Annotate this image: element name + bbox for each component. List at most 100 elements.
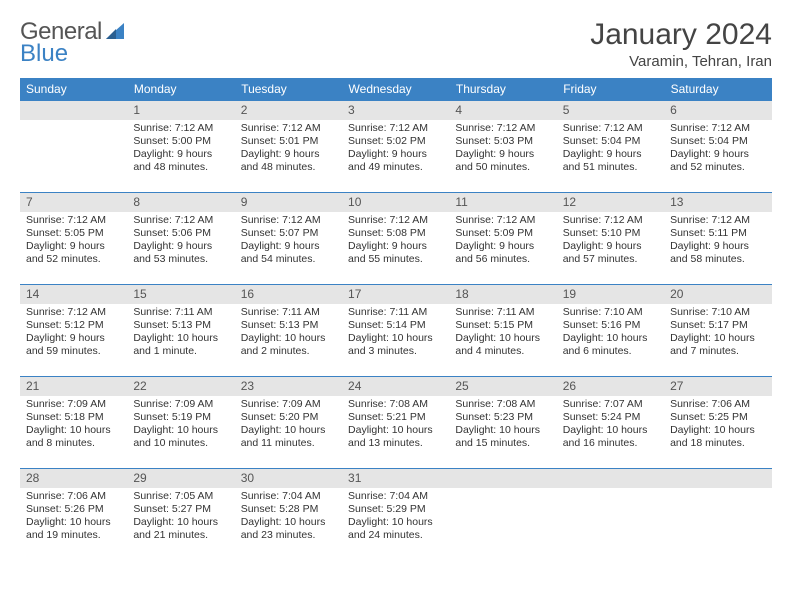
calendar-cell: 25Sunrise: 7:08 AMSunset: 5:23 PMDayligh… (449, 377, 556, 469)
day-number: 21 (20, 377, 127, 396)
sunset-line: Sunset: 5:28 PM (241, 503, 336, 516)
sunset-line: Sunset: 5:27 PM (133, 503, 228, 516)
day-details: Sunrise: 7:12 AMSunset: 5:05 PMDaylight:… (20, 212, 127, 271)
day-number: 16 (235, 285, 342, 304)
calendar-cell: 16Sunrise: 7:11 AMSunset: 5:13 PMDayligh… (235, 285, 342, 377)
weekday-header: Friday (557, 78, 664, 101)
calendar-cell: 31Sunrise: 7:04 AMSunset: 5:29 PMDayligh… (342, 469, 449, 561)
sunset-line: Sunset: 5:02 PM (348, 135, 443, 148)
day-number: 18 (449, 285, 556, 304)
day-details: Sunrise: 7:04 AMSunset: 5:29 PMDaylight:… (342, 488, 449, 547)
daylight-line: Daylight: 10 hours and 24 minutes. (348, 516, 443, 542)
weekday-header: Tuesday (235, 78, 342, 101)
sunset-line: Sunset: 5:21 PM (348, 411, 443, 424)
daylight-line: Daylight: 9 hours and 52 minutes. (26, 240, 121, 266)
daylight-line: Daylight: 10 hours and 6 minutes. (563, 332, 658, 358)
weekday-header: Monday (127, 78, 234, 101)
day-details: Sunrise: 7:11 AMSunset: 5:14 PMDaylight:… (342, 304, 449, 363)
sunset-line: Sunset: 5:19 PM (133, 411, 228, 424)
day-number-empty (557, 469, 664, 488)
sunset-line: Sunset: 5:07 PM (241, 227, 336, 240)
daylight-line: Daylight: 9 hours and 48 minutes. (241, 148, 336, 174)
sunrise-line: Sunrise: 7:12 AM (241, 122, 336, 135)
daylight-line: Daylight: 9 hours and 54 minutes. (241, 240, 336, 266)
day-number-empty (664, 469, 771, 488)
daylight-line: Daylight: 9 hours and 50 minutes. (455, 148, 550, 174)
calendar-cell: 4Sunrise: 7:12 AMSunset: 5:03 PMDaylight… (449, 101, 556, 193)
daylight-line: Daylight: 9 hours and 58 minutes. (670, 240, 765, 266)
calendar-cell: 15Sunrise: 7:11 AMSunset: 5:13 PMDayligh… (127, 285, 234, 377)
day-number: 8 (127, 193, 234, 212)
day-number: 26 (557, 377, 664, 396)
sunset-line: Sunset: 5:05 PM (26, 227, 121, 240)
weekday-header-row: SundayMondayTuesdayWednesdayThursdayFrid… (20, 78, 772, 101)
day-details: Sunrise: 7:10 AMSunset: 5:17 PMDaylight:… (664, 304, 771, 363)
sunrise-line: Sunrise: 7:06 AM (670, 398, 765, 411)
daylight-line: Daylight: 9 hours and 56 minutes. (455, 240, 550, 266)
sunset-line: Sunset: 5:10 PM (563, 227, 658, 240)
sunset-line: Sunset: 5:15 PM (455, 319, 550, 332)
day-number: 13 (664, 193, 771, 212)
sunset-line: Sunset: 5:03 PM (455, 135, 550, 148)
calendar-cell: 27Sunrise: 7:06 AMSunset: 5:25 PMDayligh… (664, 377, 771, 469)
sunset-line: Sunset: 5:04 PM (670, 135, 765, 148)
day-details: Sunrise: 7:12 AMSunset: 5:12 PMDaylight:… (20, 304, 127, 363)
weekday-header: Thursday (449, 78, 556, 101)
weekday-header: Saturday (664, 78, 771, 101)
brand-part2: Blue (20, 40, 68, 68)
calendar-cell: 5Sunrise: 7:12 AMSunset: 5:04 PMDaylight… (557, 101, 664, 193)
sunrise-line: Sunrise: 7:12 AM (670, 214, 765, 227)
day-details: Sunrise: 7:12 AMSunset: 5:02 PMDaylight:… (342, 120, 449, 179)
sunrise-line: Sunrise: 7:12 AM (670, 122, 765, 135)
daylight-line: Daylight: 9 hours and 48 minutes. (133, 148, 228, 174)
day-details: Sunrise: 7:12 AMSunset: 5:04 PMDaylight:… (664, 120, 771, 179)
calendar-cell: 21Sunrise: 7:09 AMSunset: 5:18 PMDayligh… (20, 377, 127, 469)
sunrise-line: Sunrise: 7:11 AM (241, 306, 336, 319)
calendar-cell (557, 469, 664, 561)
sunrise-line: Sunrise: 7:12 AM (133, 214, 228, 227)
sunrise-line: Sunrise: 7:04 AM (348, 490, 443, 503)
day-details: Sunrise: 7:09 AMSunset: 5:18 PMDaylight:… (20, 396, 127, 455)
sunrise-line: Sunrise: 7:11 AM (348, 306, 443, 319)
daylight-line: Daylight: 10 hours and 2 minutes. (241, 332, 336, 358)
calendar-cell: 29Sunrise: 7:05 AMSunset: 5:27 PMDayligh… (127, 469, 234, 561)
weekday-header: Sunday (20, 78, 127, 101)
brand-sail-icon (104, 21, 126, 41)
calendar-cell: 2Sunrise: 7:12 AMSunset: 5:01 PMDaylight… (235, 101, 342, 193)
sunrise-line: Sunrise: 7:12 AM (563, 122, 658, 135)
daylight-line: Daylight: 10 hours and 23 minutes. (241, 516, 336, 542)
daylight-line: Daylight: 10 hours and 1 minute. (133, 332, 228, 358)
calendar-cell: 28Sunrise: 7:06 AMSunset: 5:26 PMDayligh… (20, 469, 127, 561)
sunrise-line: Sunrise: 7:08 AM (455, 398, 550, 411)
calendar-row: 14Sunrise: 7:12 AMSunset: 5:12 PMDayligh… (20, 285, 772, 377)
daylight-line: Daylight: 9 hours and 55 minutes. (348, 240, 443, 266)
sunrise-line: Sunrise: 7:12 AM (241, 214, 336, 227)
day-details: Sunrise: 7:06 AMSunset: 5:25 PMDaylight:… (664, 396, 771, 455)
day-number: 5 (557, 101, 664, 120)
day-number: 4 (449, 101, 556, 120)
daylight-line: Daylight: 10 hours and 15 minutes. (455, 424, 550, 450)
sunrise-line: Sunrise: 7:10 AM (563, 306, 658, 319)
day-number: 22 (127, 377, 234, 396)
daylight-line: Daylight: 10 hours and 21 minutes. (133, 516, 228, 542)
calendar-cell: 12Sunrise: 7:12 AMSunset: 5:10 PMDayligh… (557, 193, 664, 285)
day-number: 7 (20, 193, 127, 212)
daylight-line: Daylight: 10 hours and 4 minutes. (455, 332, 550, 358)
calendar-cell: 22Sunrise: 7:09 AMSunset: 5:19 PMDayligh… (127, 377, 234, 469)
day-number: 12 (557, 193, 664, 212)
calendar-cell (20, 101, 127, 193)
day-number: 19 (557, 285, 664, 304)
daylight-line: Daylight: 10 hours and 16 minutes. (563, 424, 658, 450)
day-number: 25 (449, 377, 556, 396)
sunset-line: Sunset: 5:25 PM (670, 411, 765, 424)
day-details: Sunrise: 7:12 AMSunset: 5:07 PMDaylight:… (235, 212, 342, 271)
sunrise-line: Sunrise: 7:11 AM (455, 306, 550, 319)
day-number: 20 (664, 285, 771, 304)
daylight-line: Daylight: 10 hours and 10 minutes. (133, 424, 228, 450)
sunrise-line: Sunrise: 7:12 AM (348, 214, 443, 227)
month-title: January 2024 (590, 18, 772, 51)
day-details: Sunrise: 7:12 AMSunset: 5:03 PMDaylight:… (449, 120, 556, 179)
day-details: Sunrise: 7:05 AMSunset: 5:27 PMDaylight:… (127, 488, 234, 547)
day-number: 2 (235, 101, 342, 120)
sunset-line: Sunset: 5:12 PM (26, 319, 121, 332)
